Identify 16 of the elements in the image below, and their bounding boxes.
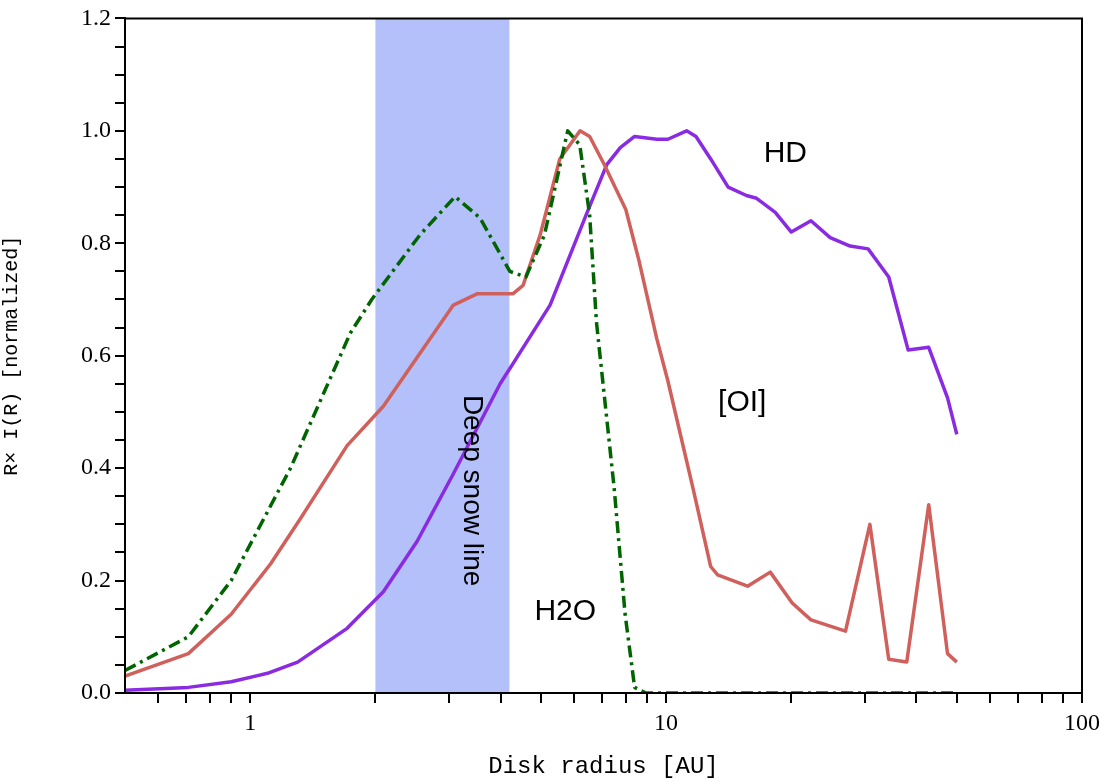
series-label: [OI] <box>718 384 767 418</box>
y-tick-label: 0.8 <box>81 228 111 255</box>
band-label: Deep snow line <box>458 394 490 587</box>
x-tick-label: 1 <box>244 708 257 735</box>
y-tick-label: 0.2 <box>81 565 111 592</box>
y-tick-label: 0.4 <box>81 453 111 480</box>
y-tick-label: 0.0 <box>81 678 111 705</box>
x-axis-title: Disk radius [AU] <box>488 752 719 780</box>
series-label: HD <box>763 134 807 168</box>
series-label: H2O <box>534 593 597 627</box>
y-axis-title: R× I(R) [normalized] <box>0 235 24 476</box>
y-tick-label: 0.6 <box>81 341 111 367</box>
y-tick-label: 1.2 <box>81 3 111 30</box>
y-tick-label: 1.0 <box>81 116 111 143</box>
x-tick-label: 10 <box>654 708 679 735</box>
x-tick-label: 100 <box>1064 708 1100 735</box>
